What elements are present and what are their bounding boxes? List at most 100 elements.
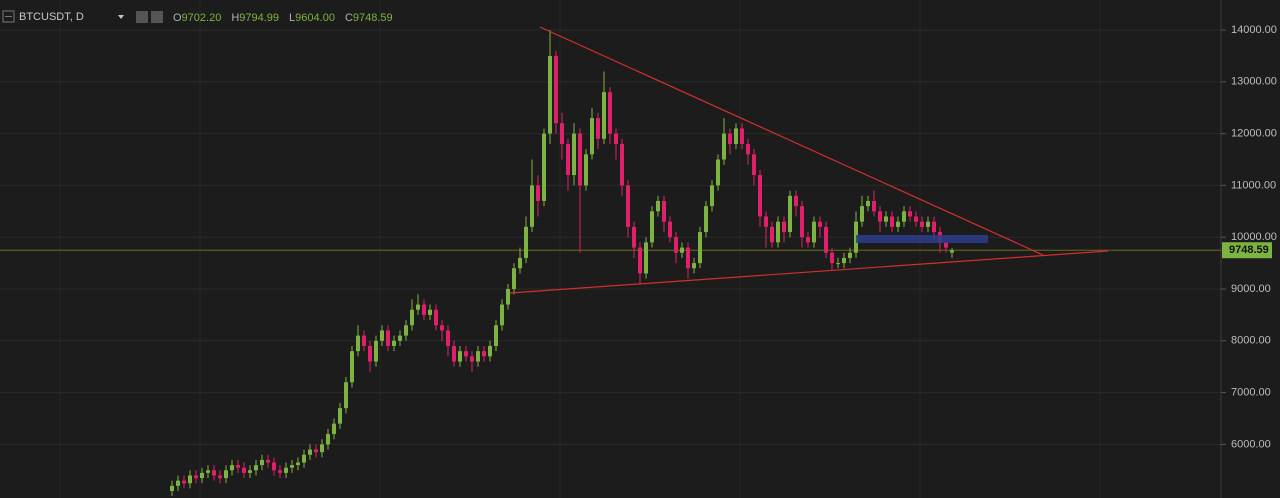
candle-body	[818, 221, 822, 227]
candle-body	[824, 226, 828, 253]
candle-body	[218, 475, 222, 479]
collapse-icon	[2, 10, 15, 23]
candle-body	[536, 185, 540, 201]
candle-body	[338, 408, 342, 424]
candle-body	[224, 470, 228, 479]
candle-body	[404, 325, 408, 336]
candle-body	[188, 475, 192, 484]
symbol: BTCUSDT, D	[19, 11, 84, 23]
candle-body	[728, 133, 732, 144]
ohlc-header: O9702.20 H9794.99 L9604.00 C9748.59	[173, 12, 393, 24]
candle-body	[692, 263, 696, 269]
candle-body	[236, 465, 240, 468]
candle-body	[356, 335, 360, 352]
candle-body	[662, 200, 666, 222]
candle-body	[242, 467, 246, 473]
ohlc-key: O	[173, 12, 182, 24]
candle-body	[260, 459, 264, 466]
candle-body	[848, 252, 852, 258]
candle-body	[182, 480, 186, 484]
y-tick-label: 11000.00	[1231, 179, 1276, 191]
candle-body	[884, 216, 888, 222]
candle-body	[320, 444, 324, 453]
candle-body	[524, 226, 528, 258]
y-tick-label: 9000.00	[1231, 283, 1271, 295]
ohlc-value: 9748.59	[353, 12, 393, 24]
candle-body	[266, 459, 270, 463]
candle-body	[620, 143, 624, 186]
candle-body	[410, 309, 414, 326]
candle-body	[896, 221, 900, 227]
candle-body	[650, 211, 654, 243]
candle-body	[290, 465, 294, 468]
ohlc-key: H	[231, 12, 239, 24]
candle-body	[686, 247, 690, 269]
candle-body	[776, 221, 780, 243]
candle-body	[200, 472, 204, 479]
candle-body	[764, 216, 768, 227]
candle-body	[386, 330, 390, 346]
candle-body	[926, 221, 930, 227]
candle-body	[716, 159, 720, 186]
candle-body	[782, 221, 786, 233]
candle-body	[170, 485, 174, 492]
candle-body	[416, 304, 420, 310]
candle-body	[362, 335, 366, 346]
candle-body	[674, 237, 678, 253]
y-tick-label: 6000.00	[1231, 438, 1271, 450]
candle-body	[194, 475, 198, 479]
candle-body	[458, 351, 462, 362]
candle-body	[752, 154, 756, 176]
settings-icon[interactable]	[136, 11, 148, 23]
ohlc-value: 9702.20	[182, 12, 222, 24]
trend-line	[539, 26, 1044, 256]
candle-body	[392, 340, 396, 346]
candle-body	[398, 335, 402, 341]
candle-body	[632, 226, 636, 248]
candle-body	[584, 154, 588, 186]
candle-body	[212, 470, 216, 476]
candle-body	[314, 449, 318, 453]
ohlc-values: O9702.20 H9794.99 L9604.00 C9748.59	[173, 12, 393, 24]
settings-icon[interactable]	[151, 11, 163, 23]
candle-body	[296, 462, 300, 466]
plot	[0, 29, 1221, 497]
candle-body	[512, 268, 516, 290]
ohlc-value: 9604.00	[295, 12, 335, 24]
candle-body	[890, 216, 894, 227]
y-tick-label: 14000.00	[1231, 24, 1277, 36]
candle-body	[476, 351, 480, 362]
y-tick-label: 12000.00	[1231, 128, 1277, 140]
candle-body	[950, 250, 954, 253]
candle-body	[176, 480, 180, 486]
candle-body	[638, 247, 642, 274]
candle-body	[518, 257, 522, 269]
candle-body	[452, 345, 456, 362]
candle-body	[836, 263, 840, 265]
candle-body	[830, 252, 834, 264]
ohlc-value: 9794.99	[239, 12, 279, 24]
candle-body	[722, 133, 726, 160]
candle-body	[878, 211, 882, 222]
candle-body	[560, 123, 564, 144]
candle-body	[302, 454, 306, 463]
candle-body	[788, 195, 792, 233]
candle-body	[326, 434, 330, 445]
candle-body	[590, 118, 594, 155]
candle-body	[806, 237, 810, 243]
candle-body	[380, 330, 384, 341]
highlight-zone	[856, 235, 988, 243]
candle-body	[374, 340, 378, 362]
candle-body	[734, 128, 738, 144]
candle-body	[608, 92, 612, 134]
trend-line	[509, 250, 1109, 294]
candle-body	[860, 206, 864, 222]
candle-body	[494, 325, 498, 346]
ohlc-key: L	[289, 12, 295, 24]
dropdown-caret[interactable]	[118, 15, 124, 19]
candle-body	[944, 242, 948, 248]
candle-body	[506, 289, 510, 305]
candle-body	[230, 465, 234, 471]
candle-body	[914, 216, 918, 222]
